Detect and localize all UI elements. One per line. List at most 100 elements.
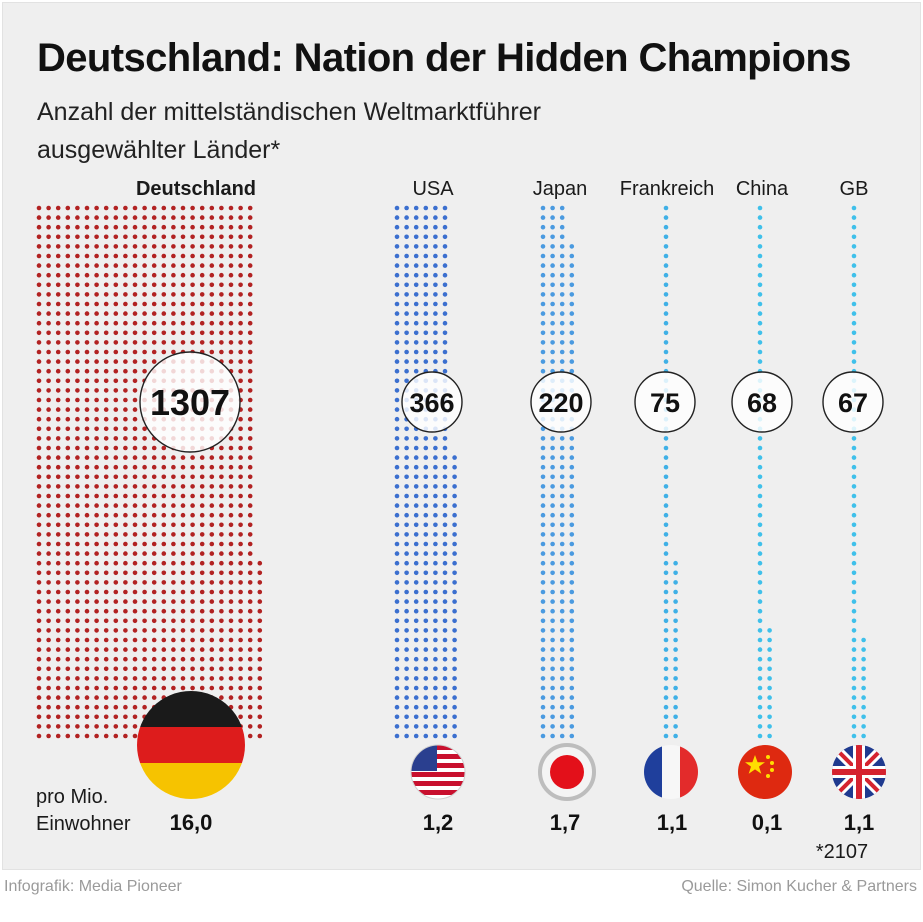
dot-mark: [663, 599, 669, 604]
dot-mark: [394, 580, 400, 585]
dot-mark: [75, 445, 80, 451]
dot-mark: [132, 724, 138, 729]
dot-mark: [199, 647, 205, 652]
dot-mark: [36, 224, 42, 230]
dot-mark: [442, 205, 448, 211]
dot-mark: [851, 618, 857, 624]
dot-mark: [142, 349, 147, 355]
dot-mark: [94, 733, 99, 739]
dot-mark: [132, 637, 138, 643]
dot-mark: [180, 647, 186, 652]
dot-mark: [103, 733, 109, 739]
dot-mark: [132, 656, 138, 662]
dot-mark: [55, 618, 61, 624]
dot-mark: [209, 272, 215, 278]
dot-mark: [171, 253, 176, 259]
dot-mark: [180, 244, 186, 249]
dot-mark: [452, 541, 457, 547]
dot-mark: [757, 724, 763, 729]
dot-mark: [247, 685, 253, 691]
dot-mark: [452, 551, 457, 556]
value-label-frankreich: 75: [650, 388, 680, 418]
dot-mark: [861, 714, 866, 720]
dot-mark: [247, 340, 253, 345]
dot-mark: [94, 608, 99, 614]
dot-mark: [540, 215, 546, 220]
value-bubble-deutschland: 1307: [139, 351, 241, 453]
dot-mark: [75, 541, 80, 547]
dot-mark: [123, 628, 128, 633]
dot-mark: [132, 205, 138, 211]
dot-mark: [413, 224, 419, 230]
dot-mark: [663, 320, 669, 326]
category-label-china: China: [736, 178, 789, 200]
dot-mark: [247, 263, 253, 268]
dot-mark: [36, 580, 42, 585]
dot-mark: [569, 647, 575, 652]
dot-mark: [55, 599, 61, 604]
dot-mark: [540, 704, 546, 710]
dot-mark: [151, 647, 157, 652]
dot-mark: [219, 292, 224, 297]
dot-mark: [132, 368, 138, 374]
dot-mark: [247, 272, 253, 278]
dot-mark: [123, 656, 128, 662]
dot-mark: [442, 340, 448, 345]
dot-mark: [84, 234, 90, 240]
dot-mark: [394, 685, 400, 691]
dot-mark: [757, 205, 763, 211]
dot-mark: [75, 532, 80, 537]
dot-mark: [423, 685, 429, 691]
dot-mark: [55, 263, 61, 268]
dot-mark: [75, 263, 80, 268]
dot-mark: [142, 618, 147, 624]
dot-mark: [94, 272, 99, 278]
dot-mark: [75, 292, 80, 297]
dot-mark: [132, 484, 138, 489]
dot-mark: [413, 532, 419, 537]
dot-mark: [209, 685, 215, 691]
dot-mark: [161, 484, 167, 489]
dot-mark: [394, 493, 400, 499]
dot-mark: [413, 292, 419, 297]
dot-mark: [433, 580, 438, 585]
dot-mark: [84, 714, 90, 720]
dot-mark: [171, 560, 176, 566]
dot-mark: [123, 205, 128, 211]
dot-mark: [209, 570, 215, 576]
dot-mark: [190, 580, 195, 585]
dot-mark: [442, 532, 448, 537]
dot-mark: [84, 282, 90, 288]
dot-mark: [757, 685, 763, 691]
dot-mark: [394, 599, 400, 604]
dot-mark: [75, 224, 80, 230]
dot-mark: [540, 445, 546, 451]
dot-mark: [65, 599, 71, 604]
dot-mark: [423, 503, 429, 508]
dot-mark: [238, 301, 243, 307]
dot-mark: [94, 503, 99, 508]
dot-mark: [257, 589, 263, 595]
dot-mark: [36, 618, 42, 624]
dot-mark: [413, 263, 419, 268]
dot-mark: [540, 551, 546, 556]
dot-mark: [757, 436, 763, 441]
dot-mark: [103, 541, 109, 547]
dot-mark: [442, 656, 448, 662]
dot-mark: [851, 224, 857, 230]
dot-mark: [46, 551, 51, 556]
flag-china-icon: [738, 745, 792, 799]
dot-mark: [65, 320, 71, 326]
dot-mark: [65, 474, 71, 480]
dot-mark: [219, 464, 224, 470]
dot-mark: [433, 436, 438, 441]
dot-mark: [161, 224, 167, 230]
dot-mark: [113, 589, 119, 595]
dot-mark: [228, 301, 234, 307]
dot-mark: [46, 215, 51, 220]
dot-mark: [113, 205, 119, 211]
dot-mark: [228, 532, 234, 537]
dot-mark: [559, 724, 565, 729]
dot-mark: [55, 656, 61, 662]
dot-mark: [550, 244, 555, 249]
